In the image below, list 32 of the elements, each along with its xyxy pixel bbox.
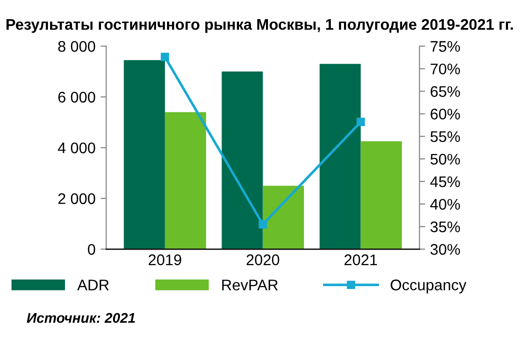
x-tick-label: 2020: [246, 254, 280, 266]
y2-tick-label: 35%: [430, 221, 460, 232]
y2-tick-label: 50%: [430, 154, 460, 165]
y-tick-label: 8 000: [58, 41, 96, 52]
y2-tick-label: 30%: [430, 244, 460, 255]
x-tick-label: 2019: [148, 254, 182, 266]
y2-tick-label: 70%: [430, 64, 460, 74]
y-tick-label: 2 000: [58, 193, 96, 204]
text: Источник: 2021: [26, 313, 135, 323]
x-tick-label: 2021: [344, 254, 377, 266]
bar: [360, 141, 402, 250]
point: [160, 52, 170, 62]
legend-label: ADR: [77, 280, 109, 290]
y2-tick-label: 45%: [430, 176, 460, 188]
y2-tick-label: 55%: [430, 131, 460, 142]
bar: [124, 60, 165, 250]
bar: [164, 112, 206, 250]
bar: [262, 186, 304, 250]
y-tick-label: 0: [88, 244, 96, 255]
legend-label: Occupancy: [390, 280, 466, 294]
bar: [222, 72, 263, 250]
point: [258, 220, 268, 229]
y-tick-label: 6 000: [58, 92, 96, 103]
chart-title: Результаты гостиничного рынка Москвы, 1 полугодие 2019-2021 гг.: [6, 19, 513, 33]
y2-tick-label: 65%: [430, 86, 460, 97]
legend-label: RevPAR: [222, 280, 278, 290]
y2-tick-label: 75%: [430, 41, 460, 52]
y-tick-label: 4 000: [58, 142, 96, 154]
y2-tick-label: 40%: [430, 198, 460, 210]
point: [356, 118, 365, 126]
bar: [320, 64, 361, 250]
y2-tick-label: 60%: [430, 108, 460, 120]
